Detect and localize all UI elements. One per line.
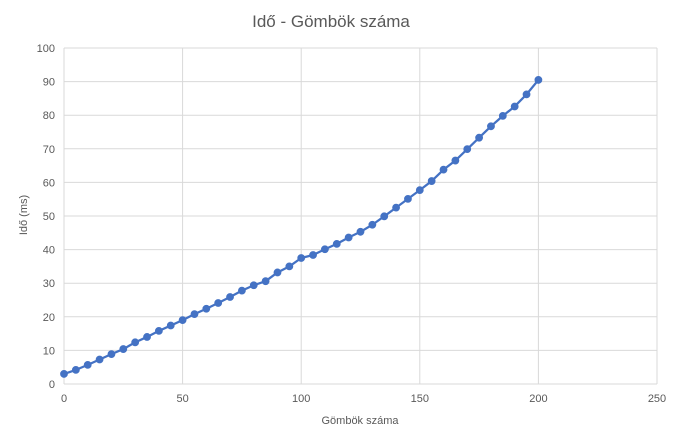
y-tick-label: 0 xyxy=(49,379,55,391)
data-point xyxy=(344,233,353,242)
data-point xyxy=(83,360,92,369)
data-point xyxy=(119,345,128,353)
y-tick-label: 90 xyxy=(43,77,55,89)
data-point xyxy=(143,333,151,341)
data-point xyxy=(404,194,412,203)
data-point xyxy=(321,245,329,254)
plot-area xyxy=(60,76,543,378)
x-tick-label: 50 xyxy=(176,393,188,405)
data-point xyxy=(522,90,531,99)
data-point xyxy=(534,76,543,84)
gridlines xyxy=(64,47,658,384)
y-tick-label: 30 xyxy=(43,278,55,290)
data-point xyxy=(498,111,507,120)
data-point xyxy=(178,316,187,325)
x-tick-label: 0 xyxy=(61,393,67,405)
data-point xyxy=(60,370,68,378)
data-point xyxy=(451,156,460,165)
data-point xyxy=(154,327,163,335)
data-point xyxy=(475,133,484,142)
data-point xyxy=(380,212,389,221)
y-tick-label: 10 xyxy=(43,345,55,357)
data-point xyxy=(238,286,246,295)
data-point xyxy=(261,277,270,286)
y-tick-label: 50 xyxy=(43,211,55,223)
y-tick-label: 70 xyxy=(43,144,55,156)
data-point xyxy=(510,102,519,111)
data-point xyxy=(309,251,317,259)
data-point xyxy=(415,186,424,195)
data-point xyxy=(107,350,116,358)
y-tick-label: 60 xyxy=(43,177,55,189)
x-axis-ticks: 0 50 100 150 200 250 xyxy=(61,393,666,405)
chart-title: Idő - Gömbök száma xyxy=(252,12,410,31)
x-tick-label: 200 xyxy=(529,393,547,405)
data-point xyxy=(297,254,306,262)
data-point xyxy=(249,281,258,290)
data-point xyxy=(131,338,140,347)
data-point xyxy=(71,365,80,374)
y-tick-label: 100 xyxy=(37,43,55,55)
data-point xyxy=(285,262,294,271)
x-axis-title: Gömbök száma xyxy=(321,415,399,427)
x-tick-label: 150 xyxy=(411,393,429,405)
y-tick-label: 80 xyxy=(43,110,55,122)
data-point xyxy=(166,321,175,330)
y-axis-ticks: 0 10 20 30 40 50 60 70 80 90 100 xyxy=(37,43,55,391)
x-tick-label: 100 xyxy=(292,393,310,405)
data-point xyxy=(332,239,341,248)
data-point xyxy=(427,177,436,185)
data-point xyxy=(226,293,234,301)
y-tick-label: 20 xyxy=(43,312,55,324)
data-point xyxy=(368,220,377,229)
data-point xyxy=(487,122,495,131)
data-point xyxy=(392,203,400,212)
data-point xyxy=(214,299,223,307)
data-point xyxy=(95,355,104,364)
data-point xyxy=(439,165,448,174)
y-axis-title: Idő (ms) xyxy=(18,195,30,235)
data-point xyxy=(190,310,199,319)
data-point xyxy=(273,268,282,277)
y-tick-label: 40 xyxy=(43,245,55,257)
data-point xyxy=(202,304,211,313)
data-point xyxy=(463,145,472,154)
axes xyxy=(63,48,657,385)
x-tick-label: 250 xyxy=(648,393,666,405)
data-point xyxy=(356,227,365,236)
